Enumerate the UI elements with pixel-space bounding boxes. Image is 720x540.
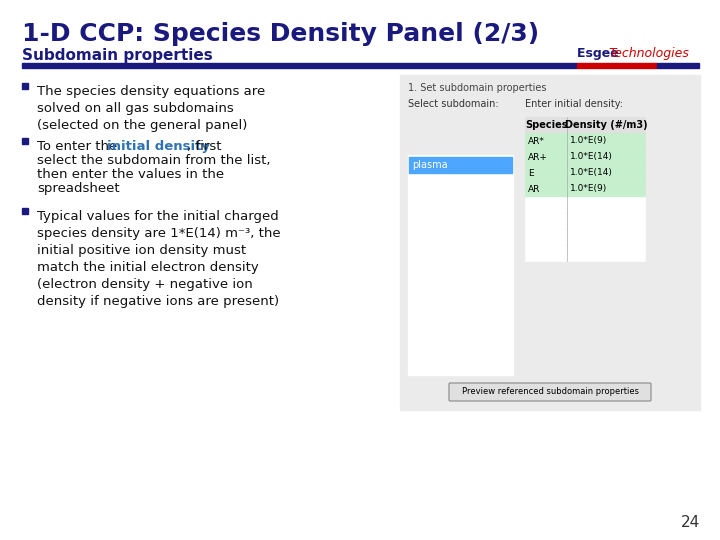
Text: Enter initial density:: Enter initial density: <box>525 99 623 109</box>
Text: AR: AR <box>528 185 541 193</box>
Text: initial density: initial density <box>107 140 210 153</box>
Text: 1.0*E(14): 1.0*E(14) <box>570 168 613 178</box>
Text: Species: Species <box>525 120 567 130</box>
Text: 24: 24 <box>680 515 700 530</box>
Bar <box>577 63 657 68</box>
Bar <box>657 63 699 68</box>
Bar <box>22 138 28 144</box>
Text: plasma: plasma <box>412 160 448 170</box>
Text: Technologies: Technologies <box>608 47 689 60</box>
Bar <box>22 83 28 89</box>
Bar <box>525 229 645 245</box>
Bar <box>525 133 645 149</box>
Text: To enter the: To enter the <box>37 140 122 153</box>
Text: select the subdomain from the list,: select the subdomain from the list, <box>37 154 271 167</box>
Bar <box>408 155 513 375</box>
Text: spreadsheet: spreadsheet <box>37 182 120 195</box>
Bar <box>525 149 645 165</box>
Text: then enter the values in the: then enter the values in the <box>37 168 224 181</box>
Text: AR*: AR* <box>528 137 545 145</box>
Bar <box>525 197 645 213</box>
Bar <box>525 117 645 133</box>
Text: 1-D CCP: Species Density Panel (2/3): 1-D CCP: Species Density Panel (2/3) <box>22 22 539 46</box>
Text: Preview referenced subdomain properties: Preview referenced subdomain properties <box>462 388 639 396</box>
Text: Subdomain properties: Subdomain properties <box>22 48 212 63</box>
Bar <box>22 63 577 68</box>
Text: 1.0*E(14): 1.0*E(14) <box>570 152 613 161</box>
Bar <box>400 75 700 410</box>
Text: Typical values for the initial charged
species density are 1*E(14) m⁻³, the
init: Typical values for the initial charged s… <box>37 210 281 308</box>
Text: 1.0*E(9): 1.0*E(9) <box>570 185 607 193</box>
Text: 1. Set subdomain properties: 1. Set subdomain properties <box>408 83 546 93</box>
Text: E: E <box>528 168 534 178</box>
Bar <box>525 181 645 197</box>
Text: Esgee: Esgee <box>577 47 623 60</box>
Text: 1.0*E(9): 1.0*E(9) <box>570 137 607 145</box>
Bar <box>22 208 28 214</box>
Bar <box>525 213 645 229</box>
Bar <box>525 165 645 181</box>
Text: Density (#/m3): Density (#/m3) <box>564 120 647 130</box>
Bar <box>525 245 645 261</box>
Bar <box>409 157 512 173</box>
FancyBboxPatch shape <box>449 383 651 401</box>
Text: AR+: AR+ <box>528 152 548 161</box>
Text: , first: , first <box>187 140 222 153</box>
Text: The species density equations are
solved on all gas subdomains
(selected on the : The species density equations are solved… <box>37 85 265 132</box>
Text: Select subdomain:: Select subdomain: <box>408 99 499 109</box>
